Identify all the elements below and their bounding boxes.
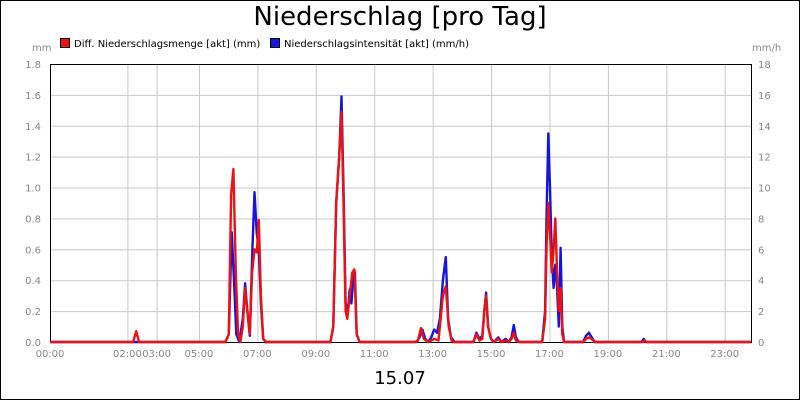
y-left-tick-label: 1.6 xyxy=(25,91,41,102)
legend-item-niederschlagsmenge: Diff. Niederschlagsmenge [akt] (mm) xyxy=(60,38,260,50)
x-tick-label: 21:00 xyxy=(652,349,681,360)
series-lines xyxy=(50,95,751,344)
legend-label-niederschlagsmenge: Diff. Niederschlagsmenge [akt] (mm) xyxy=(74,39,261,50)
y-left-tick-label: 1.0 xyxy=(25,184,41,195)
y-right-tick-label: 18 xyxy=(758,60,771,71)
y-right-tick-label: 4 xyxy=(758,276,764,287)
y-left-tick-label: 1.4 xyxy=(25,122,41,133)
legend-label-niederschlagsintensitaet: Niederschlagsintensität [akt] (mm/h) xyxy=(284,39,470,50)
y-right-tick-label: 6 xyxy=(758,245,764,256)
y-right-tick-label: 16 xyxy=(758,91,771,102)
grid-lines xyxy=(50,64,751,342)
y-right-tick-label: 0 xyxy=(758,338,764,349)
x-tick-label: 13:00 xyxy=(418,349,447,360)
date-label: 15.07 xyxy=(374,368,426,389)
x-tick-label: 15:00 xyxy=(477,349,506,360)
x-tick-label: 05:00 xyxy=(185,349,214,360)
x-tick-label: 00:00 xyxy=(36,349,65,360)
x-tick-label: 11:00 xyxy=(360,349,389,360)
x-tick-label: 19:00 xyxy=(593,349,622,360)
x-tick-label: 17:00 xyxy=(535,349,564,360)
x-tick-label: 02:00 xyxy=(113,349,142,360)
plot-area xyxy=(50,64,752,343)
y-right-tick-label: 14 xyxy=(758,122,771,133)
y-axis-left-unit: mm xyxy=(32,43,52,54)
y-left-tick-label: 1.2 xyxy=(25,153,41,164)
legend-item-niederschlagsintensitaet: Niederschlagsintensität [akt] (mm/h) xyxy=(270,38,469,50)
y-left-tick-label: 1.8 xyxy=(25,60,41,71)
y-left-tick-label: 0.8 xyxy=(25,214,41,225)
y-right-tick-label: 2 xyxy=(758,307,764,318)
series-line-niederschlagsmenge xyxy=(50,110,751,344)
y-axis-right-unit: mm/h xyxy=(752,43,782,54)
y-right-tick-label: 12 xyxy=(758,153,771,164)
y-left-tick-label: 0.2 xyxy=(25,307,41,318)
x-tick-label: 03:00 xyxy=(142,349,171,360)
x-tick-label: 23:00 xyxy=(710,349,739,360)
x-tick-label: 07:00 xyxy=(243,349,272,360)
legend-swatch-blue xyxy=(270,38,280,48)
legend-swatch-red xyxy=(60,38,70,48)
y-right-tick-label: 8 xyxy=(758,214,764,225)
y-left-tick-label: 0.4 xyxy=(25,276,41,287)
x-tick-label: 09:00 xyxy=(301,349,330,360)
chart-title: Niederschlag [pro Tag] xyxy=(253,2,547,32)
y-left-tick-label: 0.0 xyxy=(25,338,41,349)
tick-labels: 0.0 0 0.2 2 0.4 4 0.6 6 0.8 8 1.0 10 1.2 12 1.4 14 1.6 16… xyxy=(25,60,771,360)
y-left-tick-label: 0.6 xyxy=(25,245,41,256)
y-right-tick-label: 10 xyxy=(758,184,771,195)
